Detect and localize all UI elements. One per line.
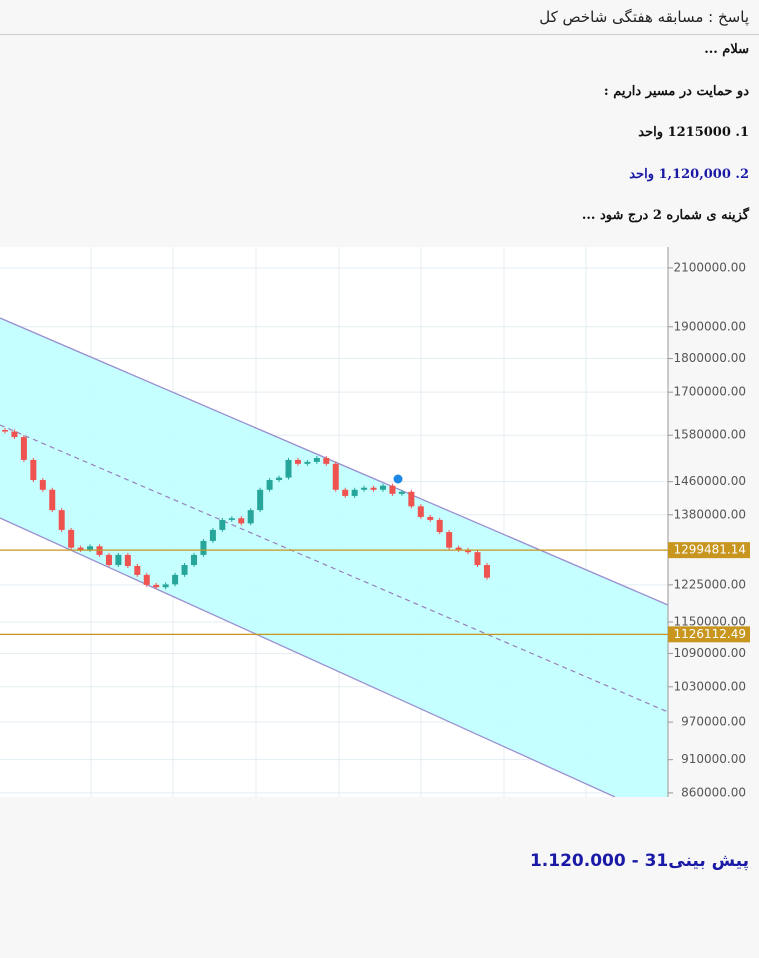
- candle-body: [172, 574, 179, 585]
- candle-body: [238, 518, 245, 524]
- channel-mid: [0, 424, 669, 713]
- candle-body: [389, 485, 396, 494]
- y-tick-label: 1900000.00: [673, 319, 746, 333]
- candle-body: [143, 574, 150, 585]
- candle-body: [2, 430, 8, 432]
- post-line: 2. 1,120,000 واحد: [629, 167, 749, 182]
- candle-body: [465, 549, 472, 553]
- candle-body: [87, 546, 94, 550]
- candle-body: [455, 547, 462, 550]
- candle-body: [380, 485, 386, 490]
- candle-body: [77, 547, 84, 550]
- candle-body: [483, 565, 490, 578]
- candle-body: [11, 431, 18, 438]
- price-label: 1126112.49: [673, 627, 746, 641]
- channel-bottom: [0, 517, 616, 797]
- candle-body: [408, 491, 415, 507]
- price-label: 1299481.14: [673, 543, 746, 557]
- y-tick-label: 1090000.00: [673, 646, 746, 660]
- candle-body: [257, 489, 264, 511]
- candle-body: [474, 552, 481, 566]
- post-line: دو حمایت در مسیر داریم :: [603, 84, 749, 99]
- y-tick-label: 1380000.00: [673, 507, 746, 521]
- y-tick-label: 1225000.00: [673, 577, 746, 591]
- candle-body: [332, 463, 339, 490]
- y-tick-label: 970000.00: [681, 715, 746, 729]
- candle-body: [398, 491, 405, 494]
- candle-body: [219, 519, 226, 530]
- candle-body: [20, 437, 27, 460]
- candle-body: [427, 516, 434, 520]
- chart: 2100000.00 1900000.00 1800000.00 1700000.00…: [0, 247, 750, 797]
- candle-body: [285, 459, 292, 478]
- candle-body: [134, 565, 141, 575]
- candle-body: [49, 489, 56, 511]
- candle-body: [351, 489, 358, 496]
- candle-body: [446, 532, 453, 548]
- candle-body: [313, 457, 320, 462]
- candle-body: [105, 554, 112, 566]
- alert-dot: [393, 474, 403, 484]
- candle-body: [68, 529, 75, 548]
- candle-body: [294, 459, 301, 464]
- y-tick-label: 1700000.00: [673, 385, 746, 399]
- candle-body: [276, 477, 283, 481]
- candle-body: [361, 487, 368, 490]
- divider: [0, 34, 759, 35]
- candle-body: [323, 457, 330, 464]
- candle-body: [304, 461, 311, 464]
- candle-body: [209, 529, 216, 541]
- candle-body: [436, 519, 443, 533]
- post-title: پاسخ : مسابقه هفتگی شاخص کل: [539, 8, 749, 26]
- y-tick-label: 2100000.00: [673, 260, 746, 274]
- candle-body: [58, 510, 65, 530]
- channel-fill: [0, 318, 668, 797]
- candle-body: [228, 518, 235, 520]
- channel-top: [0, 317, 669, 606]
- y-tick-label: 1800000.00: [673, 351, 746, 365]
- candle-body: [191, 554, 197, 566]
- candle-body: [342, 489, 349, 496]
- y-tick-label: 910000.00: [681, 752, 746, 766]
- post-footer: پیش بینی31 - 1.120.000: [529, 851, 749, 871]
- candle-body: [181, 565, 188, 575]
- candle-body: [200, 540, 207, 555]
- y-tick-label: 1580000.00: [673, 428, 746, 442]
- post-line: سلام ...: [704, 42, 749, 57]
- post-line: گزینه ی شماره 2 درج شود ...: [581, 208, 749, 223]
- y-tick-label: 1150000.00: [673, 615, 746, 629]
- candle-body: [124, 554, 131, 566]
- post-line: 1. 1215000 واحد: [638, 125, 749, 140]
- candle-body: [153, 584, 160, 588]
- candle-body: [266, 480, 273, 490]
- y-tick-label: 860000.00: [681, 785, 746, 797]
- candle-body: [417, 506, 424, 517]
- y-tick-label: 1460000.00: [673, 474, 746, 488]
- price-label-bg: [668, 542, 750, 559]
- candle-body: [370, 487, 377, 490]
- candle-body: [39, 480, 46, 490]
- candle-body: [115, 554, 122, 566]
- candle-body: [247, 510, 254, 524]
- y-tick-label: 1030000.00: [673, 679, 746, 693]
- price-label-bg: [668, 626, 750, 643]
- candle-body: [162, 584, 169, 588]
- candle-body: [30, 459, 37, 481]
